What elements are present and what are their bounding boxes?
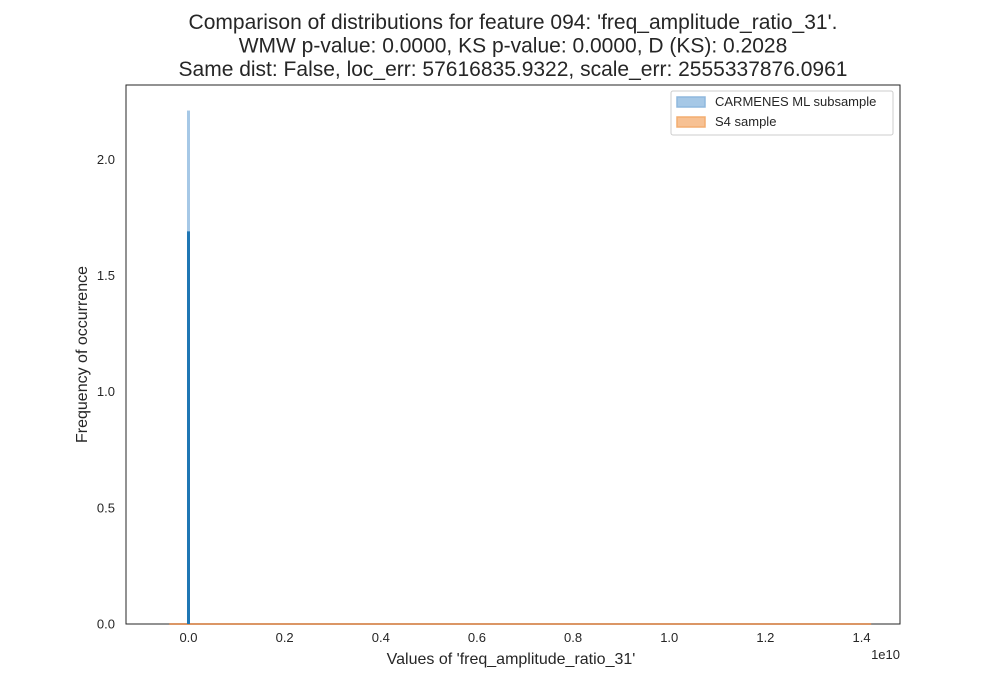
legend: CARMENES ML subsample S4 sample <box>670 90 894 136</box>
legend-label-2: S4 sample <box>715 114 776 129</box>
y-tick-label: 1.5 <box>97 268 115 283</box>
x-axis-label: Values of 'freq_amplitude_ratio_31' <box>387 651 636 668</box>
legend-swatch-2 <box>676 116 706 128</box>
x-tick-label: 0.2 <box>276 630 294 645</box>
title-line-2: WMW p-value: 0.0000, KS p-value: 0.0000,… <box>239 35 788 58</box>
x-tick-label: 0.0 <box>179 630 197 645</box>
overlap-histogram-bar <box>186 231 190 624</box>
plot-frame <box>125 84 901 625</box>
x-tick-label: 0.8 <box>564 630 582 645</box>
x-tick-label: 1.2 <box>756 630 774 645</box>
x-tick-label: 0.4 <box>372 630 390 645</box>
x-axis-offset-label: 1e10 <box>871 647 900 662</box>
y-axis: 0.0 0.5 1.0 1.5 2.0 <box>97 152 115 632</box>
y-tick-label: 1.0 <box>97 384 115 399</box>
y-tick-label: 2.0 <box>97 152 115 167</box>
chart-marks <box>169 110 872 625</box>
chart-title: Comparison of distributions for feature … <box>179 11 848 81</box>
x-tick-label: 1.0 <box>660 630 678 645</box>
x-axis: 0.0 0.2 0.4 0.6 0.8 1.0 1.2 1.4 <box>179 630 870 645</box>
y-tick-label: 0.0 <box>97 617 115 632</box>
y-tick-label: 0.5 <box>97 500 115 515</box>
title-line-3: Same dist: False, loc_err: 57616835.9322… <box>179 58 848 81</box>
legend-swatch-1 <box>676 96 706 108</box>
y-axis-label: Frequency of occurrence <box>74 266 91 443</box>
x-tick-label: 0.6 <box>468 630 486 645</box>
title-line-1: Comparison of distributions for feature … <box>189 11 838 34</box>
x-tick-label: 1.4 <box>853 630 871 645</box>
legend-label-1: CARMENES ML subsample <box>715 94 876 109</box>
legend-box <box>670 90 894 136</box>
